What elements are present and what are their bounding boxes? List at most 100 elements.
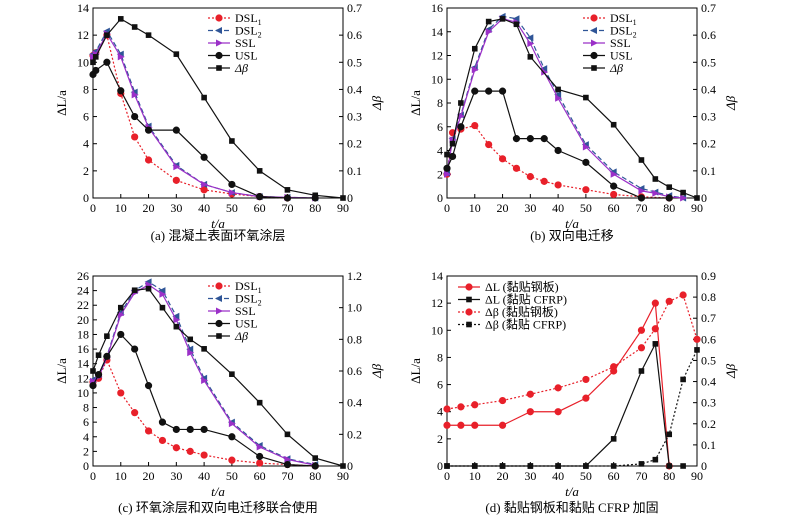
data-point (652, 176, 659, 182)
y2-tick-label: 0.7 (701, 1, 716, 15)
data-point (201, 180, 209, 188)
data-point (443, 405, 451, 413)
data-point (554, 408, 562, 416)
x-axis-label: t/a (211, 484, 225, 499)
data-point (228, 180, 236, 189)
y-tick-label: 6 (83, 415, 89, 429)
series-line (447, 349, 698, 467)
y2-tick-label: 0.5 (701, 55, 716, 69)
legend-label-text: USL (235, 317, 258, 331)
x-tick-label: 80 (309, 201, 321, 215)
series-line (92, 288, 344, 467)
data-point (610, 190, 618, 199)
legend-label-text: DSL (610, 11, 633, 25)
data-point (92, 54, 99, 60)
data-point (186, 345, 194, 353)
data-point (173, 51, 180, 57)
x-tick-label: 70 (281, 469, 293, 483)
data-point (638, 187, 646, 195)
data-point (200, 186, 208, 194)
y-tick-label: 26 (77, 269, 89, 283)
legend-marker (215, 14, 223, 22)
y-axis-label: ΔL/a (408, 358, 423, 384)
x-tick-label: 40 (198, 469, 210, 483)
legend-marker (466, 321, 472, 328)
data-point (527, 40, 535, 48)
data-point (131, 133, 139, 141)
data-point (526, 135, 534, 143)
y2-tick-label: 0.3 (701, 396, 716, 410)
data-point (104, 333, 110, 339)
legend-label: SSL (235, 304, 256, 318)
data-point (513, 21, 520, 28)
data-point (498, 421, 507, 429)
data-point (131, 287, 138, 294)
data-point (283, 460, 292, 469)
x-tick-label: 20 (143, 201, 155, 215)
legend-label: Δβ (609, 61, 623, 75)
x-tick-label: 70 (635, 469, 647, 483)
legend-label-text: DSL (235, 292, 258, 306)
series-2 (444, 341, 686, 469)
data-point (526, 34, 534, 42)
data-point (158, 287, 166, 295)
legend-marker (215, 282, 223, 290)
data-point (200, 451, 208, 459)
data-point (512, 15, 520, 23)
y-tick-label: 0 (83, 191, 89, 205)
data-point (104, 32, 110, 38)
series-2 (443, 12, 687, 202)
x-tick-label: 0 (444, 201, 450, 215)
y-tick-label: 10 (431, 323, 443, 337)
data-point (117, 53, 125, 61)
y-tick-label: 10 (431, 72, 443, 86)
series-line (92, 284, 316, 466)
y2-tick-label: 0.2 (701, 137, 716, 151)
chart-panel-1: 0 10 20 30 40 50 60 70 80 900246810121400.10.20.3… (54, 1, 384, 243)
data-point (229, 371, 235, 377)
chart-panel-2: 0 10 20 30 40 50 60 70 80 90024681012141600.10.20… (408, 1, 738, 243)
series-3 (443, 291, 701, 413)
data-point (144, 126, 153, 134)
x-tick-label: 50 (226, 201, 238, 215)
legend-marker (216, 65, 222, 71)
series-2 (89, 27, 319, 202)
data-point (610, 121, 617, 128)
data-point (498, 396, 507, 405)
data-point (499, 463, 506, 469)
legend-label-text: DSL (235, 24, 258, 38)
x-tick-label: 50 (226, 469, 238, 483)
data-point (172, 312, 180, 320)
y-tick-label: 6 (437, 120, 443, 134)
x-tick-label: 80 (309, 469, 321, 483)
x-tick-label: 70 (635, 201, 647, 215)
x-tick-label: 80 (663, 469, 675, 483)
data-point (637, 326, 646, 334)
plot-frame (92, 7, 344, 199)
data-point (555, 463, 561, 469)
legend-label: Δβ (234, 329, 248, 343)
series-line (92, 358, 316, 467)
data-point (471, 421, 479, 429)
y2-tick-label: 0.6 (347, 364, 362, 378)
data-point (540, 135, 548, 143)
x-tick-label: 60 (608, 201, 620, 215)
legend-marker (591, 39, 598, 47)
data-point (652, 456, 659, 463)
data-point (651, 325, 659, 333)
legend-marker (215, 295, 222, 302)
y-tick-label: 4 (83, 430, 89, 444)
legend-label-text: SSL (235, 36, 256, 50)
data-point (340, 195, 346, 201)
x-tick-label: 20 (143, 469, 155, 483)
data-point (173, 316, 181, 324)
y-tick-label: 14 (77, 357, 89, 371)
y-tick-label: 10 (77, 55, 89, 69)
data-point (256, 452, 264, 461)
y2-tick-label: 0.4 (347, 82, 362, 96)
data-point (448, 152, 457, 161)
x-tick-label: 30 (524, 201, 536, 215)
y2-tick-label: 0.6 (347, 28, 362, 42)
